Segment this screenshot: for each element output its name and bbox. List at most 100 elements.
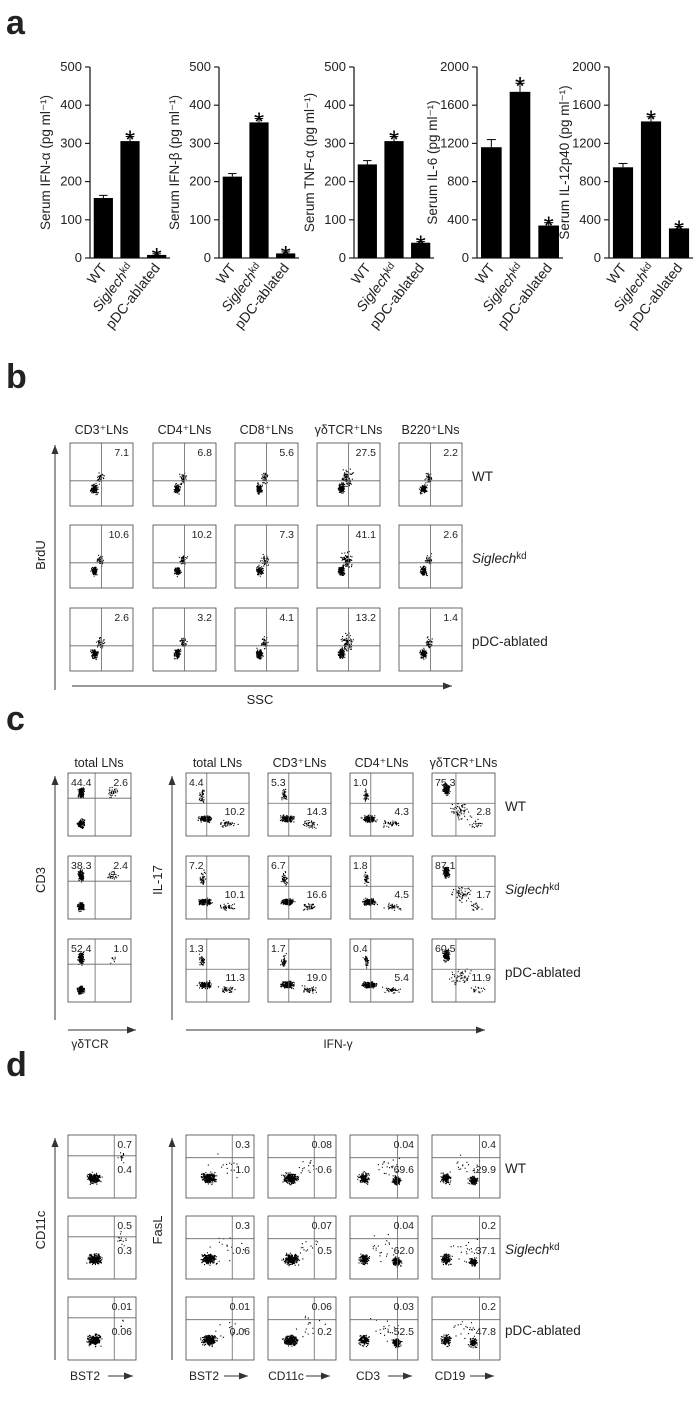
row-label-wt: WT xyxy=(472,469,493,484)
quadrant-value: 2.2 xyxy=(443,447,458,459)
plot-frame xyxy=(185,772,250,837)
quadrant-value: 52.5 xyxy=(394,1326,415,1338)
quadrant-value: 0.03 xyxy=(394,1301,415,1313)
x-axis-arrow-d xyxy=(470,1372,494,1380)
quadrant-value: 2.6 xyxy=(443,529,458,541)
scatter-dots xyxy=(442,948,486,994)
quadrant-value: 5.4 xyxy=(394,972,409,984)
quadrant-value: 2.6 xyxy=(113,777,128,789)
plot-frame xyxy=(349,772,414,837)
flow-plot-d-r3c4 xyxy=(431,1296,501,1361)
significance-star: * xyxy=(674,214,684,244)
y-tick-label: 1200 xyxy=(572,135,601,150)
panel-c-flow-plots: total LNs total LNs CD3⁺LNs CD4⁺LNs γδTCR⁺LN… xyxy=(33,756,581,1051)
arrow-head xyxy=(443,682,452,690)
column-header: CD3⁺LNs xyxy=(75,423,129,437)
flow-plot-d-r2c4 xyxy=(431,1215,501,1280)
quadrant-value: 6.7 xyxy=(271,860,286,872)
row-label-siglech-sup: kd xyxy=(549,882,559,893)
bar xyxy=(357,164,377,258)
quadrant-value: 10.2 xyxy=(225,806,246,818)
scatter-dots xyxy=(362,871,402,911)
plot-frame xyxy=(349,1215,419,1280)
y-tick-label: 200 xyxy=(189,174,211,189)
scatter-dots xyxy=(281,1315,326,1347)
scatter-dots xyxy=(76,951,116,995)
row-label-siglech-base: Siglech xyxy=(505,1242,549,1257)
y-tick-label: 0 xyxy=(75,250,82,265)
quadrant-value: 0.06 xyxy=(112,1326,133,1338)
x-axis-label-d: CD11c xyxy=(268,1369,304,1383)
bar xyxy=(481,147,502,258)
flow-plot-c-r3c4 xyxy=(431,938,496,1003)
scatter-dots xyxy=(440,1238,478,1267)
quadrant-value: 0.4 xyxy=(481,1139,496,1151)
quadrant-value: 0.08 xyxy=(312,1139,333,1151)
plot-frame xyxy=(349,1134,419,1199)
y-tick-label: 200 xyxy=(324,174,346,189)
plot-frame xyxy=(267,1134,337,1199)
bar-chart-3: 0100200300400500WT*Siglechkd*pDC-ablated… xyxy=(302,59,434,332)
quadrant-value: 19.0 xyxy=(307,972,328,984)
arrow-head xyxy=(321,1372,330,1380)
quadrant-value: 1.7 xyxy=(476,889,491,901)
bar xyxy=(276,253,296,258)
quadrant-value: 0.2 xyxy=(317,1326,332,1338)
flow-plot-d-left-r1 xyxy=(67,1134,137,1199)
quadrant-value: 0.06 xyxy=(230,1326,251,1338)
flow-plot-c-left-r1 xyxy=(67,772,132,837)
plot-frame xyxy=(267,938,332,1003)
row-label-pdc: pDC-ablated xyxy=(505,965,581,980)
y-tick-label: 800 xyxy=(447,174,469,189)
y-tick-label: 2000 xyxy=(572,59,601,74)
plot-frame xyxy=(267,1296,337,1361)
bar xyxy=(668,228,690,258)
significance-star: * xyxy=(254,107,264,137)
scatter-dots xyxy=(200,1153,238,1186)
column-header: CD4⁺LNs xyxy=(158,423,212,437)
plot-frame xyxy=(267,1215,337,1280)
plot-frame xyxy=(267,772,332,837)
y-tick-label: 0 xyxy=(204,250,211,265)
quadrant-value: 38.3 xyxy=(71,860,92,872)
y-tick-label: 2000 xyxy=(440,59,469,74)
quadrant-value: 0.01 xyxy=(230,1301,251,1313)
quadrant-value: 69.6 xyxy=(394,1164,415,1176)
plot-frame xyxy=(267,855,332,920)
significance-star: * xyxy=(544,211,554,241)
quadrant-value: 0.5 xyxy=(317,1245,332,1257)
plot-frame xyxy=(431,772,496,837)
quadrant-value: 0.7 xyxy=(117,1139,132,1151)
significance-star: * xyxy=(646,105,656,135)
y-tick-label: 100 xyxy=(324,212,346,227)
y-tick-label: 300 xyxy=(189,135,211,150)
row-label-siglech-sup: kd xyxy=(516,551,526,562)
scatter-dots xyxy=(280,953,317,994)
flow-plot-c-r1c4 xyxy=(431,772,496,837)
bar-chart-4: 0400800120016002000WT*Siglechkd*pDC-abla… xyxy=(425,59,563,332)
plot-frame xyxy=(185,1215,255,1280)
y-tick-label: 0 xyxy=(462,250,469,265)
quadrant-value: 4.3 xyxy=(394,806,409,818)
quadrant-value: 1.0 xyxy=(113,943,128,955)
bar xyxy=(249,122,269,258)
quadrant-value: 4.4 xyxy=(189,777,204,789)
quadrant-value: 87.1 xyxy=(435,860,456,872)
quadrant-value: 0.3 xyxy=(235,1139,250,1151)
x-axis-arrow-c-left xyxy=(68,1026,136,1034)
scatter-dots xyxy=(77,868,119,913)
arrow-head xyxy=(127,1026,136,1034)
flow-plot-c-r2c4 xyxy=(431,855,496,920)
y-axis-label-c-left: CD3 xyxy=(33,867,48,893)
scatter-dots xyxy=(440,1321,478,1349)
quadrant-value: 13.2 xyxy=(356,612,377,624)
quadrant-value: 1.8 xyxy=(353,860,368,872)
flow-plot-b-r2c1 xyxy=(69,524,134,589)
y-axis-arrow-b xyxy=(51,445,59,690)
arrow-head xyxy=(51,445,59,454)
scatter-dots xyxy=(442,866,483,911)
plot-frame xyxy=(431,1296,501,1361)
quadrant-value: 0.3 xyxy=(235,1220,250,1232)
